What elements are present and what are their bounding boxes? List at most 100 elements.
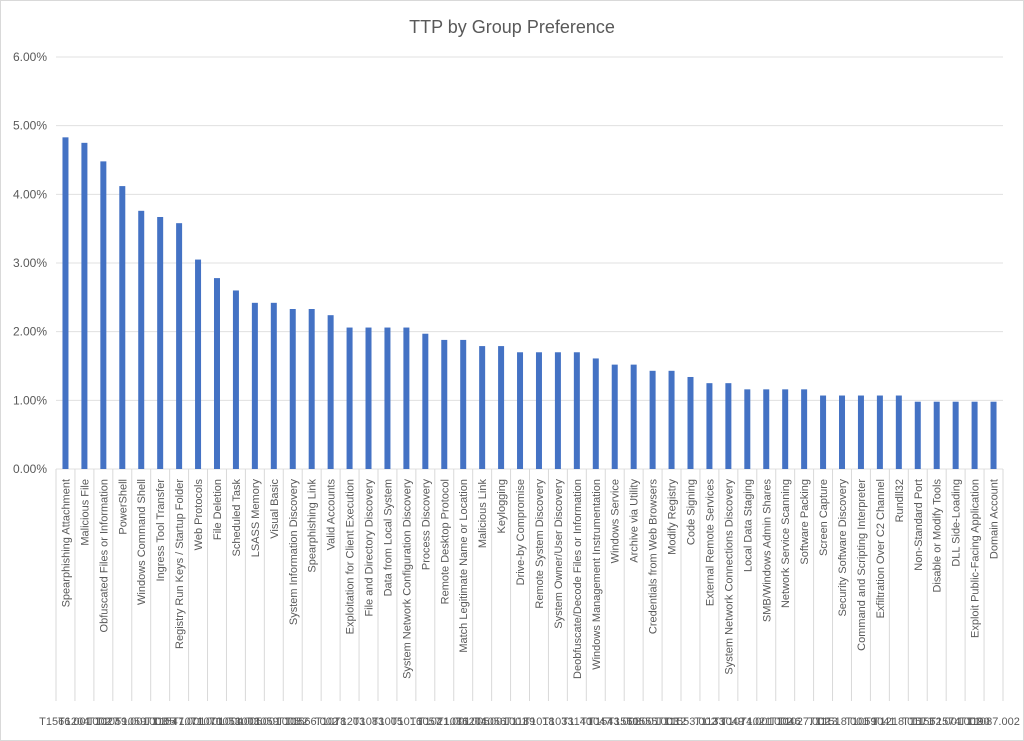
bar [195,259,202,469]
category-label: Archive via Utility [629,479,641,563]
bar [611,364,618,469]
category-label: Domain Account [989,479,1001,559]
category-label: System Network Configuration Discovery [401,479,413,679]
category-label: SMB/Windows Admin Shares [761,479,773,623]
y-tick-label: 4.00% [13,187,47,201]
bar [895,395,902,469]
category-label: Registry Run Keys / Startup Folder [174,479,186,649]
bar [952,401,959,469]
category-label: Malicious File [79,479,91,546]
category-label: LSASS Memory [250,479,262,558]
category-label: Security Software Discovery [837,479,849,617]
y-tick-label: 5.00% [13,119,47,133]
bar [876,395,883,469]
technique-code: T1571 [902,716,933,728]
category-label: Exfiltration Over C2 Channel [875,479,887,618]
bar [460,339,467,469]
category-label: Obfuscated Files or Information [98,479,110,632]
bar [81,142,88,470]
category-label: Disable or Modify Tools [932,479,944,593]
technique-code: T1016 [391,716,422,728]
category-label: Windows Service [610,479,622,563]
category-label: Remote Desktop Protocol [439,479,451,604]
bar [365,327,372,469]
category-label: Remote System Discovery [534,479,546,609]
category-label: Screen Capture [818,479,830,556]
category-label: Command and Scripting Interpreter [856,479,868,651]
technique-code: T1204.001 [456,716,509,728]
bar [346,327,353,469]
technique-code: T1140 [562,716,592,728]
technique-code: T1053.005 [210,716,263,728]
bar [649,370,656,469]
category-label: System Information Discovery [288,479,300,626]
category-label: Drive-by Compromise [515,479,527,585]
bar [744,389,751,469]
technique-code: T1518.001 [816,716,869,728]
technique-code: T1027.002 [778,716,831,728]
bar [157,216,164,469]
technique-code: T1105 [145,716,175,728]
y-tick-label: 2.00% [13,325,47,339]
y-tick-label: 3.00% [13,256,47,270]
technique-code: T1112 [657,716,687,728]
bar [384,327,391,469]
bar [839,395,846,469]
category-label: Process Discovery [420,479,432,571]
technique-code: T1049 [713,716,744,728]
technique-code: T1189 [505,716,535,728]
category-label: Visual Basic [269,479,281,539]
bar [479,346,486,469]
technique-code: T1566.002 [285,716,338,728]
bar [232,290,239,469]
bar [100,161,107,469]
chart-title: TTP by Group Preference [409,17,615,37]
technique-code: T1074.001 [721,716,774,728]
technique-code: T1046 [770,716,801,728]
category-label: Valid Accounts [326,479,338,551]
category-label: External Remote Services [704,479,716,607]
bar [554,352,561,469]
category-label: Scheduled Task [231,479,243,557]
bar [971,401,978,469]
technique-code: T1003.001 [229,716,282,728]
category-label: Rundll32 [894,479,906,522]
technique-code: T1047 [580,716,611,728]
category-label: Credentials from Web Browsers [648,479,660,635]
bar [119,186,126,470]
category-label: Match Legitimate Name or Location [458,479,470,653]
technique-code: T1059.003 [115,716,168,728]
technique-code: T1059.005 [248,716,301,728]
bar [725,383,732,469]
bar [857,395,864,469]
technique-code: T1203 [334,716,365,728]
technique-code: T1218.011 [873,716,925,728]
technique-code: T1543.003 [588,716,641,728]
technique-code: T1082 [277,716,308,728]
bar [441,339,448,469]
category-label: Data from Local System [382,479,394,596]
category-label: Windows Command Shell [136,479,148,605]
category-label: Network Service Scanning [780,479,792,608]
bar [933,401,940,469]
technique-code: T1070.004 [191,716,244,728]
bar [176,223,183,469]
category-label: DLL Side-Loading [951,479,963,567]
category-label: Ingress Tool Transfer [155,479,167,582]
technique-code: T1562.001 [910,716,963,728]
category-label: PowerShell [117,479,129,535]
y-tick-label: 1.00% [13,393,47,407]
technique-code: T1036.005 [437,716,490,728]
technique-code: T1021.002 [740,716,793,728]
category-label: Spearphishing Attachment [60,479,72,607]
category-label: Exploitation for Client Execution [345,479,357,634]
technique-code: T1560.001 [607,716,660,728]
category-label: System Network Connections Discovery [723,479,735,675]
bar [630,364,637,469]
category-label: Keylogging [496,479,508,533]
bar [517,352,524,469]
technique-code: T1021.001 [418,716,471,728]
category-labels: Spearphishing Attachment Malicious File Ob… [60,479,1000,679]
technique-code: T1056.001 [475,716,528,728]
